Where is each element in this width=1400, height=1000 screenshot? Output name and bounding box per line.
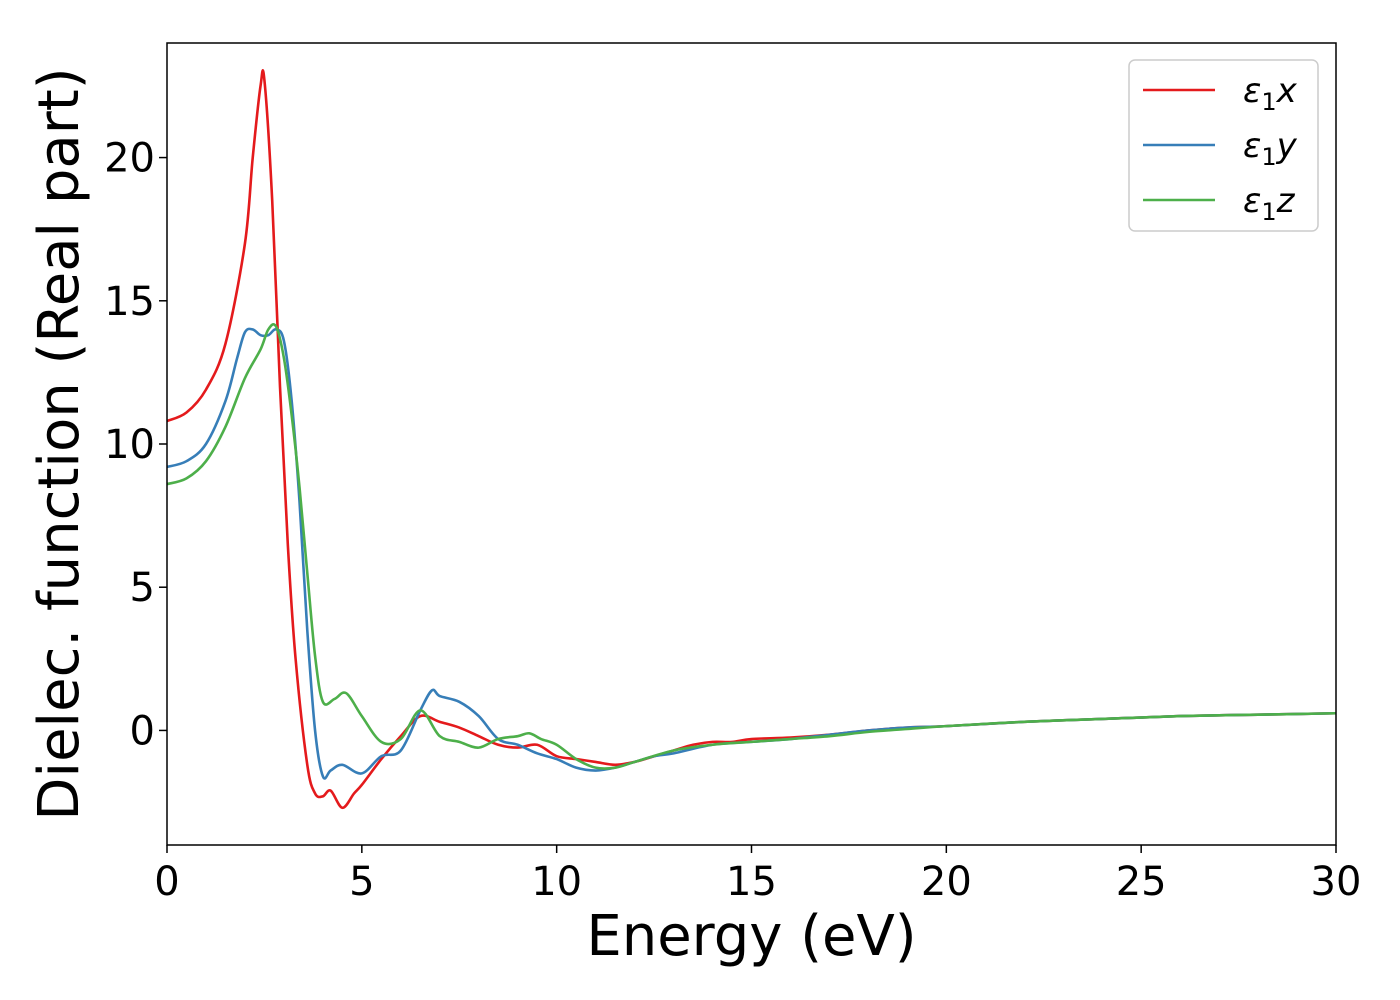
- legend-subscript: 1: [1261, 198, 1276, 226]
- x-axis-label: Energy (eV): [586, 904, 916, 969]
- legend-symbol: ε: [1243, 181, 1261, 221]
- legend-symbol: ε: [1243, 126, 1261, 166]
- x-axis: 0 5 10 15 20 25 30: [154, 845, 1361, 905]
- series-line-y: [167, 327, 1336, 780]
- y-tick-label: 0: [130, 708, 155, 754]
- y-tick-label: 20: [104, 136, 155, 182]
- legend-box: [1128, 59, 1319, 232]
- legend-suffix: x: [1276, 71, 1298, 111]
- legend-symbol: ε: [1243, 71, 1261, 111]
- x-tick-label: 10: [531, 859, 582, 905]
- x-tick-label: 0: [154, 859, 179, 905]
- y-axis: 0 5 10 15 20: [104, 136, 167, 754]
- legend-suffix: y: [1276, 126, 1298, 166]
- x-tick-label: 15: [726, 859, 777, 905]
- series-layer: [167, 68, 1336, 810]
- legend-subscript: 1: [1261, 143, 1276, 171]
- y-axis-label: Dielec. function (Real part): [27, 67, 92, 820]
- x-tick-label: 25: [1116, 859, 1167, 905]
- legend-subscript: 1: [1261, 88, 1276, 116]
- series-line-z: [167, 323, 1336, 770]
- legend-suffix: z: [1276, 181, 1296, 221]
- x-tick-label: 20: [921, 859, 972, 905]
- y-tick-label: 5: [130, 565, 155, 611]
- legend-label-y: ε1y: [1243, 126, 1298, 171]
- legend-label-z: ε1z: [1243, 181, 1296, 226]
- x-tick-label: 5: [349, 859, 374, 905]
- y-tick-label: 15: [104, 279, 155, 325]
- y-tick-label: 10: [104, 422, 155, 468]
- x-tick-label: 30: [1311, 859, 1362, 905]
- legend-label-x: ε1x: [1243, 71, 1298, 116]
